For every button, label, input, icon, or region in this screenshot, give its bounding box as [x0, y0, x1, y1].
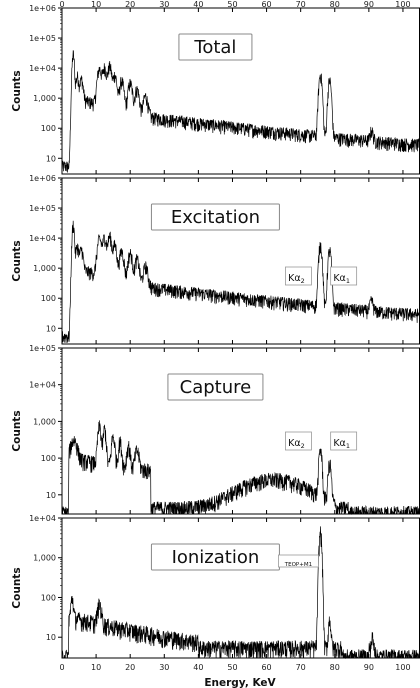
- x-tick-label-top: 20: [125, 0, 135, 9]
- panel-title-box: [150, 203, 280, 231]
- x-tick-label-top: 70: [296, 0, 306, 9]
- x-tick-label: 60: [261, 663, 271, 672]
- annotation-box: [330, 266, 358, 286]
- y-tick-label: 1e+04: [29, 234, 56, 243]
- annotation-label: Kα2: [288, 273, 305, 285]
- panel-title: Excitation: [171, 207, 260, 228]
- y-tick-label: 100: [41, 454, 56, 463]
- y-tick-label: 1e+05: [29, 344, 56, 353]
- x-tick-label: 30: [159, 663, 169, 672]
- x-tick-label: 40: [193, 663, 203, 672]
- y-tick-label: 10: [46, 633, 56, 642]
- x-tick-label: 90: [364, 663, 374, 672]
- series-line-excitation: [61, 220, 420, 343]
- y-axis-label: Counts: [11, 410, 23, 451]
- panel-excitation: 10 100 1,000 1e+04 1e+05 1e+06 Counts Excitatio…: [11, 174, 420, 345]
- x-tick-label: 10: [91, 663, 101, 672]
- panel-title: Capture: [180, 377, 252, 398]
- x-tick-label: 0: [59, 663, 64, 672]
- panel-title-box: [178, 33, 253, 61]
- x-tick-label-top: 40: [193, 0, 203, 9]
- x-tick-label-top: 90: [364, 0, 374, 9]
- x-tick-label-top: 50: [227, 0, 237, 9]
- panel-total: 10 100 1,000 1e+04 1e+05 1e+06 Counts Total: [11, 4, 420, 175]
- y-tick-label: 1e+05: [29, 34, 56, 43]
- panel-title-box: [167, 373, 264, 401]
- y-tick-label: 10: [46, 154, 56, 163]
- y-tick-label: 1e+05: [29, 204, 56, 213]
- panel-capture: 10 100 1,000 1e+04 1e+05 Counts Capture Kα2 Kα1: [11, 344, 420, 515]
- panel-title: Ionization: [172, 547, 260, 568]
- annotation-label: Kα1: [333, 273, 350, 285]
- y-axis-label: Counts: [11, 240, 23, 281]
- series-line-ionization: [61, 526, 420, 660]
- panel-frame: [61, 177, 420, 345]
- x-tick-label: 20: [125, 663, 135, 672]
- y-axis-label: Counts: [11, 567, 23, 608]
- x-tick-label-top: 60: [261, 0, 271, 9]
- x-tick-label: 50: [227, 663, 237, 672]
- y-tick-label: 1,000: [33, 264, 56, 273]
- annotation-box: [278, 554, 319, 568]
- y-tick-label: 100: [41, 294, 56, 303]
- annotation-box: [285, 431, 312, 451]
- panels-layer: 101001,0001e+041e+051e+06CountsTotal1010…: [11, 4, 420, 660]
- y-tick-label: 100: [41, 124, 56, 133]
- annotation-label: TEOP+M1: [284, 562, 312, 568]
- y-tick-label: 10: [46, 324, 56, 333]
- panel-title: Total: [193, 37, 236, 58]
- y-tick-label: 1e+04: [29, 381, 56, 390]
- panel-frame: [61, 7, 420, 175]
- x-tick-label-top: 10: [91, 0, 101, 9]
- panel-frame: [61, 517, 420, 659]
- y-tick-label: 100: [41, 593, 56, 602]
- panel-ionization: 10 100 1,000 1e+04 Counts Ionization TEOP+M1: [11, 514, 420, 660]
- y-tick-label: 1,000: [33, 94, 56, 103]
- x-tick-label: 100: [395, 663, 410, 672]
- series-line-total: [61, 50, 420, 173]
- x-tick-label-top: 30: [159, 0, 169, 9]
- x-tick-label-top: 80: [330, 0, 340, 9]
- y-tick-label: 1e+04: [29, 64, 56, 73]
- y-tick-label: 1e+04: [29, 514, 56, 523]
- annotation-box: [330, 431, 358, 451]
- y-axis-label: Counts: [11, 70, 23, 111]
- y-tick-label: 10: [46, 491, 56, 500]
- series-line-capture: [61, 420, 420, 515]
- y-tick-label: 1,000: [33, 417, 56, 426]
- annotation-box: [285, 266, 312, 286]
- annotation-label: Kα1: [333, 438, 350, 450]
- x-tick-label: 70: [296, 663, 306, 672]
- x-tick-label-top: 0: [59, 0, 64, 9]
- y-tick-label: 1e+06: [29, 4, 56, 13]
- annotation-label: Kα2: [288, 438, 305, 450]
- x-tick-label-top: 100: [395, 0, 410, 9]
- y-tick-label: 1e+06: [29, 174, 56, 183]
- x-axis: 0 10 20 30 40 50 60 70 80 90 100 0 10 20 30 40 50 60 70 80 9…: [59, 0, 410, 672]
- x-tick-label: 80: [330, 663, 340, 672]
- y-tick-label: 1,000: [33, 554, 56, 563]
- x-axis-label: Energy, KeV: [204, 677, 276, 688]
